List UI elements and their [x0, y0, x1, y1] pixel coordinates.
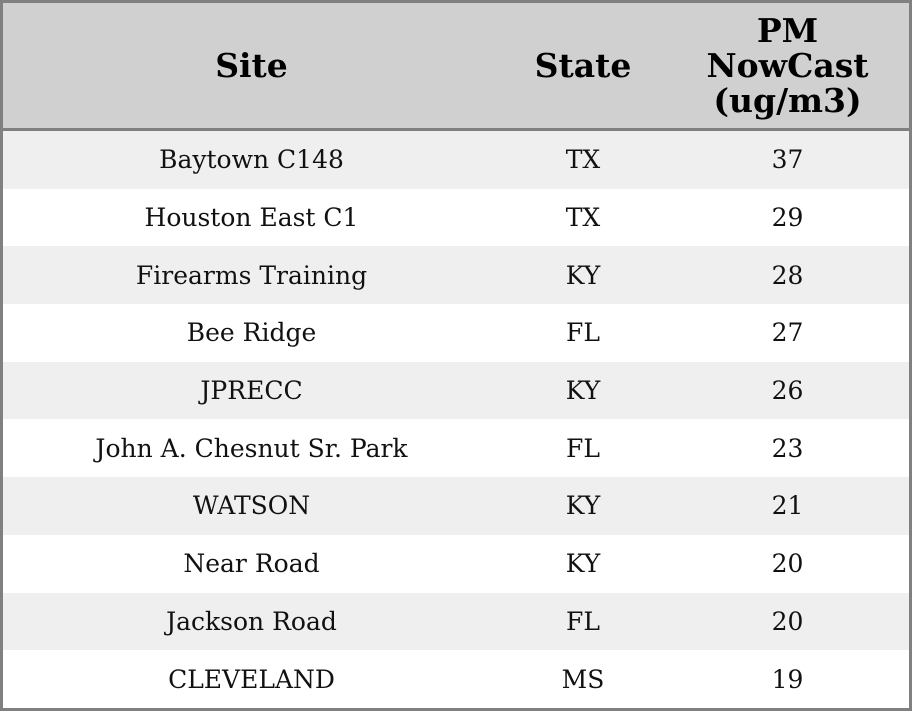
- table-cell: 37: [771, 145, 804, 175]
- table-row: Near Road KY 20: [3, 534, 909, 593]
- header-cell: PM NowCast (ug/m3): [706, 11, 869, 120]
- table-row: Baytown C148 TX 37: [3, 131, 909, 189]
- table-cell: MS: [561, 664, 605, 694]
- table-cell: KY: [565, 376, 601, 406]
- table-row: John A. Chesnut Sr. Park FL 23: [3, 419, 909, 478]
- table-cell: JPRECC: [200, 376, 303, 406]
- table-cell: KY: [565, 549, 601, 579]
- table-cell: 28: [771, 260, 804, 290]
- table-cell: TX: [565, 145, 601, 175]
- table-row: Houston East C1 TX 29: [3, 188, 909, 247]
- table-cell: Bee Ridge: [186, 318, 317, 348]
- table-cell: FL: [566, 318, 600, 348]
- table-body: Baytown C148 TX 37 Houston East C1 TX 29 Firea…: [3, 131, 909, 708]
- table-cell: 20: [771, 549, 804, 579]
- table-cell: Houston East C1: [144, 203, 359, 233]
- table-cell: 19: [771, 664, 804, 694]
- table-cell: FL: [566, 433, 600, 463]
- table-cell: TX: [565, 203, 601, 233]
- table-cell: 21: [771, 491, 804, 521]
- table-row: Bee Ridge FL 27: [3, 304, 909, 362]
- header-cell: State: [534, 46, 632, 85]
- table-row: CLEVELAND MS 19: [3, 650, 909, 708]
- table-cell: 23: [771, 433, 804, 463]
- table-row: Jackson Road FL 20: [3, 592, 909, 651]
- header-row: Site State PM NowCast (ug/m3): [3, 3, 909, 131]
- table-cell: KY: [565, 491, 601, 521]
- table-cell: Firearms Training: [135, 260, 368, 290]
- table-row: JPRECC KY 26: [3, 361, 909, 420]
- table-cell: Baytown C148: [159, 145, 344, 175]
- table-cell: 26: [771, 376, 804, 406]
- table-cell: CLEVELAND: [168, 664, 335, 694]
- table-row: WATSON KY 21: [3, 477, 909, 535]
- table-cell: KY: [565, 260, 601, 290]
- table-row: Firearms Training KY 28: [3, 246, 909, 305]
- table-cell: Near Road: [183, 549, 320, 579]
- table-cell: FL: [566, 606, 600, 636]
- table-cell: 20: [771, 606, 804, 636]
- table-cell: John A. Chesnut Sr. Park: [95, 433, 408, 463]
- table-cell: WATSON: [192, 491, 311, 521]
- table-cell: 29: [771, 203, 804, 233]
- table-cell: 27: [771, 318, 804, 348]
- table-cell: Jackson Road: [166, 606, 337, 636]
- header-cell: Site: [215, 46, 288, 85]
